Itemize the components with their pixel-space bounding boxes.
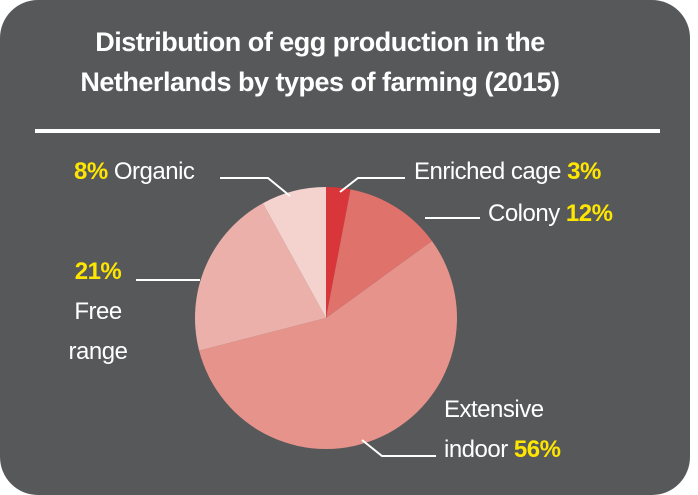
pie-slice xyxy=(326,189,432,318)
value-label: 21% xyxy=(74,258,122,285)
slice-label: 21% Free range xyxy=(58,252,138,372)
leader-line xyxy=(339,177,405,193)
category-label: Colony xyxy=(488,200,560,227)
category-label: Enriched cage xyxy=(414,158,561,185)
pie-slice xyxy=(199,241,457,449)
slice-label: Extensive indoor 56% xyxy=(444,390,594,470)
category-label: Organic xyxy=(113,158,195,185)
leader-line xyxy=(220,177,291,197)
category-label: Extensive indoor xyxy=(444,396,544,463)
pie-slice xyxy=(194,203,326,351)
leader-line xyxy=(361,439,436,457)
pie xyxy=(194,187,457,449)
category-label: Free range xyxy=(68,298,128,365)
pie-slice xyxy=(326,187,351,318)
chart-title: Distribution of egg production in the Ne… xyxy=(80,27,560,97)
pie-slice xyxy=(262,187,326,318)
value-label: 12% xyxy=(565,200,613,227)
slice-label: Colony 12% xyxy=(488,194,648,234)
slice-label: 8% Organic xyxy=(74,152,234,192)
leader-lines xyxy=(136,177,480,457)
slice-label: Enriched cage 3% xyxy=(414,152,644,192)
value-label: 56% xyxy=(513,436,561,463)
value-label: 8% xyxy=(74,158,108,185)
value-label: 3% xyxy=(567,158,601,185)
